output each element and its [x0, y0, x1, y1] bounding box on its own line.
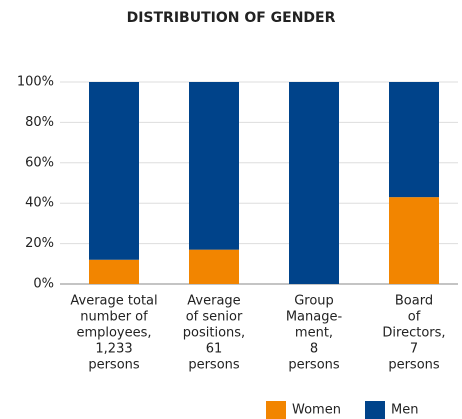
- y-tick-label: 80%: [25, 115, 54, 130]
- x-tick-label: of: [408, 310, 421, 325]
- x-tick-label: 7: [410, 342, 418, 357]
- y-tick-label: 60%: [25, 155, 54, 170]
- x-tick-label: Group: [294, 294, 334, 309]
- x-tick-label: 8: [310, 342, 318, 357]
- bar-segment: [189, 249, 239, 284]
- x-tick-label: Directors,: [382, 326, 445, 341]
- x-tick-label: ment,: [295, 326, 333, 341]
- x-tick-label: 61: [206, 342, 223, 357]
- x-tick-label: positions,: [183, 326, 245, 341]
- bar-segment: [189, 82, 239, 250]
- y-tick-label: 100%: [17, 75, 54, 90]
- chart-title: DISTRIBUTION OF GENDER: [127, 10, 336, 26]
- legend-label: Men: [391, 403, 418, 418]
- y-tick-label: 40%: [25, 196, 54, 211]
- bar-segment: [89, 259, 139, 284]
- bar-segment: [389, 82, 439, 198]
- legend-swatch: [365, 401, 385, 419]
- bar-segment: [89, 82, 139, 260]
- x-tick-label: employees,: [76, 326, 151, 341]
- x-tick-label: Average: [187, 294, 240, 309]
- x-tick-label: persons: [288, 358, 340, 373]
- x-tick-label: persons: [388, 358, 440, 373]
- x-tick-label: persons: [188, 358, 240, 373]
- x-tick-label: of senior: [186, 310, 243, 325]
- x-tick-label: 1,233: [95, 342, 132, 357]
- legend-label: Women: [292, 403, 341, 418]
- bar-segment: [289, 82, 339, 284]
- x-tick-label: Board: [395, 294, 433, 309]
- legend-swatch: [266, 401, 286, 419]
- x-tick-label: number of: [80, 310, 148, 325]
- y-tick-label: 20%: [25, 236, 54, 251]
- x-tick-label: persons: [88, 358, 140, 373]
- bar-segment: [389, 197, 439, 284]
- x-tick-label: Manage-: [286, 310, 343, 325]
- y-tick-label: 0%: [33, 277, 54, 292]
- x-tick-label: Average total: [70, 294, 157, 309]
